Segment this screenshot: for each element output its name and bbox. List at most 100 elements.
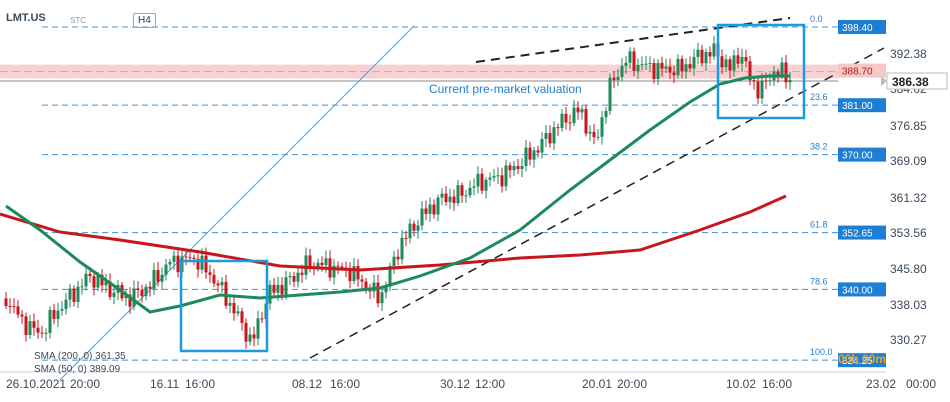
candle-body <box>380 292 384 304</box>
candle-body <box>476 173 480 187</box>
candle-body <box>680 58 684 72</box>
candle-body <box>284 277 288 295</box>
candle-body <box>608 77 612 111</box>
fib-price-box <box>838 225 886 240</box>
symbol-label: LMT.US <box>6 12 46 24</box>
fib-price-label: 324.25 <box>842 356 873 367</box>
candle-body <box>632 51 636 72</box>
candle-body <box>560 113 564 129</box>
candle-body <box>528 147 532 160</box>
time-tick-label: 16.11 <box>150 377 179 391</box>
candle-body <box>500 175 504 187</box>
candle-body <box>352 265 356 282</box>
candle-body <box>364 281 368 291</box>
fib-ratio-label: 100.0 <box>810 347 833 357</box>
candle-body <box>732 55 736 71</box>
highlight-box-right <box>716 23 806 120</box>
candle-body <box>32 321 36 328</box>
candle-body <box>72 288 76 302</box>
candle-body <box>468 187 472 196</box>
candle-body <box>236 311 240 314</box>
candle-body <box>252 334 256 339</box>
time-tick-label: 08.12 <box>292 377 322 391</box>
candle-body <box>696 49 700 57</box>
candle-body <box>20 314 24 317</box>
time-tick-label: 16:00 <box>185 377 215 391</box>
candle-body <box>84 273 88 287</box>
candle-body <box>588 131 592 134</box>
candle-body <box>640 64 644 66</box>
candle-body <box>460 185 464 196</box>
candle-body <box>452 196 456 204</box>
fib-price-box <box>838 353 886 368</box>
candle-body <box>776 71 780 75</box>
candle-body <box>132 288 136 307</box>
candle-body <box>276 284 280 293</box>
candle-body <box>496 175 500 177</box>
candle-body <box>664 66 668 69</box>
candle-body <box>432 204 436 215</box>
candle-body <box>712 43 716 57</box>
candle-body <box>748 61 752 81</box>
candle-body <box>720 56 724 68</box>
candle-body <box>340 266 344 268</box>
price-tick-label: 338.03 <box>890 298 927 312</box>
candle-body <box>36 327 40 333</box>
current-price-label: 386.38 <box>892 75 929 89</box>
candle-body <box>128 294 132 307</box>
candle-body <box>440 193 444 198</box>
price-tick-label: 369.09 <box>890 154 927 168</box>
candle-body <box>724 59 728 68</box>
candle-body <box>596 136 600 138</box>
time-tick-label: 23.02 <box>866 377 896 391</box>
candle-body <box>728 59 732 71</box>
candle-body <box>412 223 416 231</box>
candle-body <box>272 284 276 293</box>
candle-body <box>324 258 328 266</box>
candle-body <box>332 265 336 278</box>
candle-body <box>472 186 476 188</box>
candle-body <box>616 76 620 81</box>
candle-body <box>536 150 540 153</box>
candle-body <box>48 309 52 333</box>
candle-body <box>292 276 296 282</box>
candle-body <box>300 272 304 275</box>
candle-body <box>424 208 428 214</box>
candle-body <box>44 332 48 334</box>
candle-body <box>480 173 484 191</box>
candle-body <box>388 265 392 287</box>
price-tick-label: 353.56 <box>890 226 927 240</box>
fib-price-label: 398.40 <box>842 23 873 34</box>
candle-body <box>684 64 688 72</box>
timeframe-selector[interactable]: H4 <box>133 13 156 28</box>
candle-body <box>516 166 520 170</box>
candle-body <box>184 256 188 258</box>
price-tick-label: 376.85 <box>890 119 927 133</box>
candle-body <box>60 308 64 311</box>
candle-body <box>360 279 364 282</box>
time-tick-label: 30.12 <box>440 377 470 391</box>
candle-body <box>256 318 260 339</box>
fib-ratio-label: 61.8 <box>810 220 828 230</box>
candle-body <box>200 255 204 270</box>
candle-body <box>8 305 12 307</box>
candle-body <box>552 127 556 144</box>
candle-body <box>788 79 792 83</box>
sma200-line <box>0 194 787 272</box>
candle-body <box>208 272 212 275</box>
candle-body <box>296 272 300 282</box>
candle-body <box>700 49 704 64</box>
time-tick-label: 20.01 <box>582 377 612 391</box>
candle-body <box>92 276 96 288</box>
candle-body <box>376 282 380 304</box>
resistance-price-box <box>838 63 886 78</box>
time-tick-label: 16:00 <box>330 377 360 391</box>
candle-body <box>244 322 248 342</box>
candle-body <box>620 65 624 77</box>
candle-body <box>408 223 412 239</box>
candle-body <box>168 261 172 265</box>
resistance-zone <box>0 64 838 82</box>
fib-price-box <box>838 282 886 297</box>
candle-body <box>384 286 388 293</box>
